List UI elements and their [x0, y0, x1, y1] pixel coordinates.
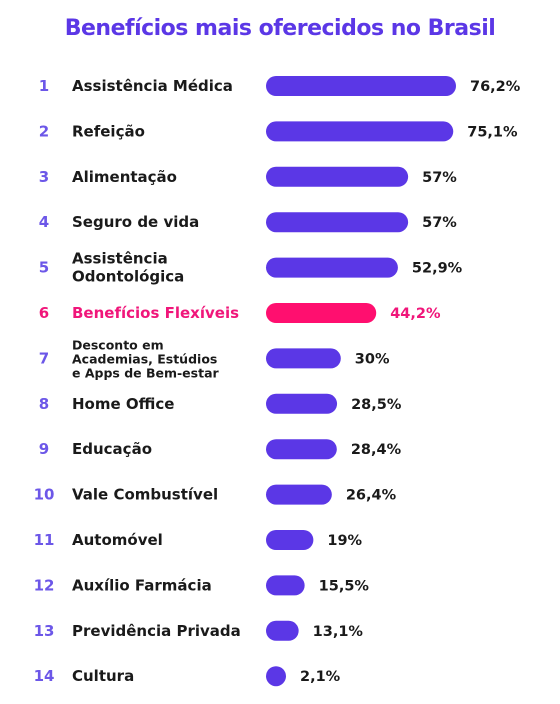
category-label: Odontológica: [72, 268, 184, 286]
value-label: 28,5%: [351, 397, 402, 413]
category-label: Educação: [72, 440, 152, 458]
bar: [266, 666, 286, 687]
category-label: Assistência Médica: [72, 77, 233, 95]
rank-number: 11: [34, 531, 55, 549]
value-label: 26,4%: [346, 488, 397, 504]
value-label: 2,1%: [300, 669, 341, 685]
value-label: 75,1%: [467, 124, 518, 140]
value-label: 76,2%: [470, 79, 521, 95]
bar: [266, 257, 398, 278]
category-label: Cultura: [72, 667, 134, 685]
rank-number: 4: [39, 213, 49, 231]
category-label: Alimentação: [72, 168, 177, 186]
rank-number: 12: [34, 576, 55, 594]
bar: [266, 530, 314, 550]
category-label: Automóvel: [72, 531, 163, 549]
bar: [266, 166, 409, 187]
rank-number: 9: [39, 440, 49, 458]
value-label: 13,1%: [313, 624, 364, 640]
bar: [266, 439, 337, 460]
bar: [266, 575, 305, 596]
value-label: 52,9%: [412, 261, 463, 277]
value-label: 28,4%: [351, 442, 402, 458]
rank-number: 1: [39, 77, 49, 95]
rank-number: 3: [39, 168, 49, 186]
value-label: 44,2%: [390, 306, 441, 322]
rank-number: 14: [34, 667, 55, 685]
category-label: Academias, Estúdios: [72, 351, 217, 366]
chart-title: Benefícios mais oferecidos no Brasil: [64, 16, 496, 41]
bar: [266, 393, 338, 414]
bar: [266, 620, 299, 641]
value-label: 15,5%: [319, 578, 370, 594]
value-label: 19%: [327, 533, 362, 549]
bar: [266, 76, 456, 96]
category-label: Home Office: [72, 395, 174, 413]
category-label: Refeição: [72, 122, 145, 140]
bar: [266, 212, 409, 233]
category-label: Benefícios Flexíveis: [72, 304, 239, 322]
rank-number: 13: [34, 622, 55, 640]
bar: [266, 121, 454, 142]
category-label: Assistência: [72, 250, 168, 268]
category-label: Seguro de vida: [72, 213, 199, 231]
value-label: 30%: [355, 351, 390, 367]
rank-number: 5: [39, 259, 49, 277]
category-label: Desconto em: [72, 337, 164, 352]
bar: [266, 484, 332, 505]
rank-number: 8: [39, 395, 49, 413]
rank-number: 2: [39, 122, 49, 140]
value-label: 57%: [422, 170, 457, 186]
category-label: Previdência Privada: [72, 622, 241, 640]
category-label: Auxílio Farmácia: [72, 576, 212, 594]
rank-number: 10: [34, 486, 55, 504]
bar: [266, 348, 341, 369]
rank-number: 6: [39, 304, 49, 322]
category-label: Vale Combustível: [72, 486, 218, 504]
category-label: e Apps de Bem-estar: [72, 365, 220, 380]
rank-number: 7: [39, 349, 49, 367]
value-label: 57%: [422, 215, 457, 231]
bar: [266, 303, 377, 323]
